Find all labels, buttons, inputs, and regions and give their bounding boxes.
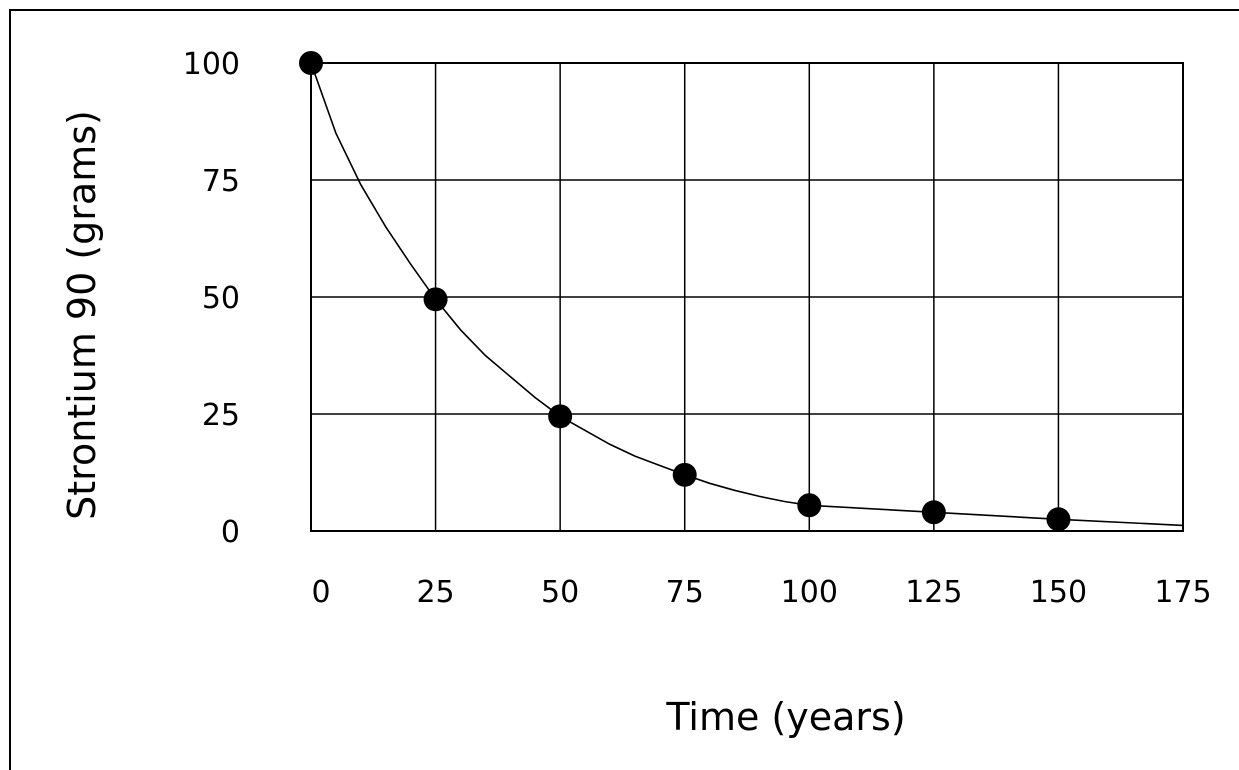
y-tick-label: 0 (221, 515, 240, 550)
x-tick-label: 100 (781, 575, 838, 610)
y-axis-title: Strontium 90 (grams) (60, 110, 104, 520)
y-tick-label: 25 (202, 398, 240, 433)
x-tick-labels: 0 25 50 75 100 125 150 175 (311, 575, 1211, 610)
plot-area-border (310, 62, 1184, 532)
data-points (299, 51, 1071, 532)
x-axis-title: Time (years) (665, 695, 905, 739)
chart-frame (9, 9, 1239, 770)
data-point (672, 462, 697, 487)
y-tick-labels: 0 25 50 75 100 (183, 47, 240, 550)
y-tick-label: 75 (202, 164, 240, 199)
x-tick-label: 0 (311, 575, 330, 610)
y-tick-label: 100 (183, 47, 240, 82)
x-tick-label: 50 (541, 575, 579, 610)
x-tick-label: 125 (905, 575, 962, 610)
x-tick-label: 75 (666, 575, 704, 610)
x-tick-label: 175 (1154, 575, 1211, 610)
x-tick-label: 150 (1030, 575, 1087, 610)
data-point (797, 493, 822, 518)
y-tick-label: 50 (202, 281, 240, 316)
x-tick-label: 25 (416, 575, 454, 610)
data-point (1046, 507, 1071, 532)
data-point (423, 287, 448, 312)
data-point (299, 51, 323, 75)
data-point (548, 404, 573, 429)
data-point (921, 500, 946, 525)
decay-curve-line (310, 62, 1184, 527)
